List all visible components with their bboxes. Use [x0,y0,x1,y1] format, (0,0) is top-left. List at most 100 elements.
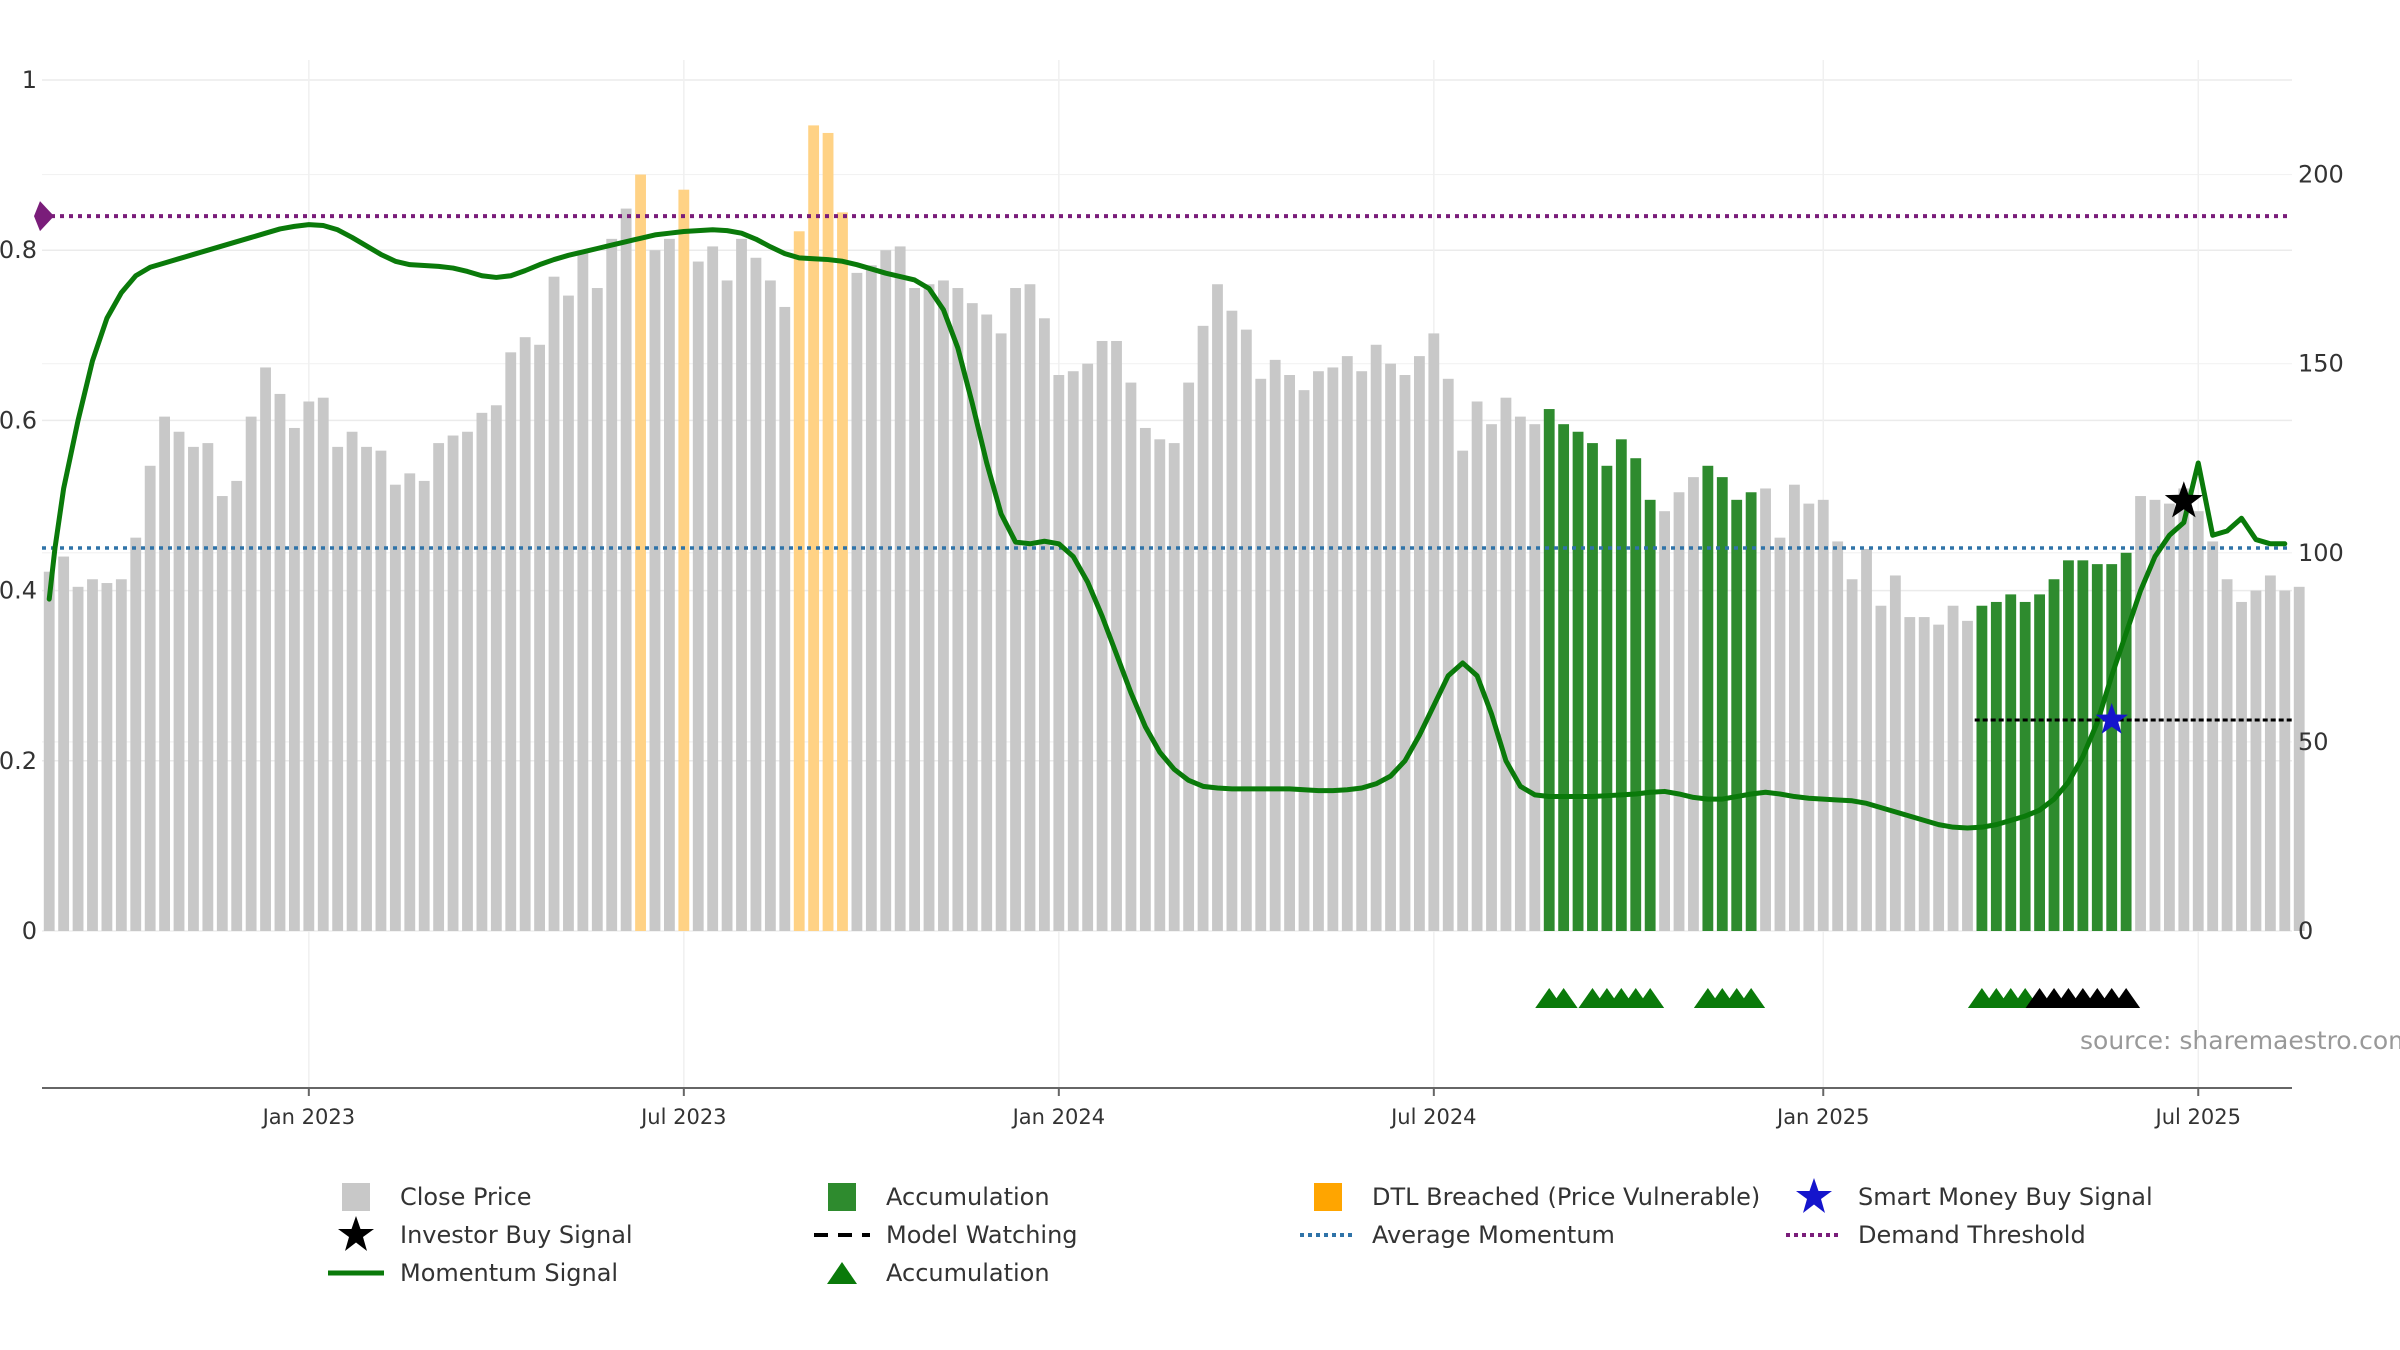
close-price-bar [591,288,603,931]
blue-star-icon [1782,1178,1846,1214]
close-price-bar [202,443,214,931]
dtl-breached-bar [808,125,820,932]
close-price-bar [1399,375,1411,932]
close-price-bar [2207,541,2219,931]
close-price-bar [1904,617,1916,931]
close-price-bar [692,261,704,932]
close-price-bar [851,272,863,932]
close-price-bar [462,431,473,931]
close-price-bar [288,427,300,931]
close-price-bar [649,250,661,931]
close-price-bar [1385,363,1396,932]
close-price-bar [1875,605,1887,931]
close-price-bar [1010,288,1021,931]
accumulation-bar [1543,409,1555,931]
x-axis-tick-label: Jul 2023 [639,1105,726,1129]
close-price-bar [1514,416,1526,931]
close-price-bar [1803,503,1815,931]
close-price-bar [1082,363,1094,932]
close-price-bar [1962,620,1973,931]
black-dash-icon [810,1218,874,1252]
close-price-bar [2192,511,2204,931]
dtl-breached-bar [822,132,834,931]
close-price-bar [894,246,906,931]
close-price-bar [332,446,344,931]
left-axis-tick-label: 0.6 [0,406,37,434]
accumulation-bar [1731,499,1743,931]
close-price-bar [433,443,445,931]
close-price-bar [2264,575,2276,931]
close-price-bar [750,257,762,932]
left-axis-tick-label: 1 [22,66,37,94]
accumulation-bar [2019,601,2031,931]
close-price-bar [43,571,55,931]
close-price-bar [1067,371,1079,932]
purple-dotted-icon [1782,1218,1846,1252]
right-axis-tick-label: 200 [2298,161,2344,189]
close-price-bar [1457,450,1469,931]
close-price-bar [1413,356,1425,931]
close-price-bar [779,306,791,931]
green-triangle-icon [810,1256,874,1290]
orange-square-icon [1296,1180,1360,1214]
close-price-bar [1096,340,1108,931]
legend-item-model-watching: Model Watching [810,1218,1078,1252]
left-axis-tick-label: 0.2 [0,747,37,775]
close-price-bar [389,484,401,931]
close-price-bar [1269,359,1281,932]
legend-label: Average Momentum [1372,1221,1615,1249]
close-price-bar [577,250,589,931]
close-price-bar [144,465,156,931]
close-price-bar [548,276,560,932]
close-price-bar [764,280,776,931]
close-price-bar [188,446,199,931]
close-price-bar [663,238,675,931]
legend-label: Demand Threshold [1858,1221,2086,1249]
legend-label: Model Watching [886,1221,1078,1249]
accumulation-triangle-black [2112,988,2141,1008]
close-price-bar [995,333,1007,931]
left-axis-tick-label: 0 [22,917,37,945]
close-price-bar [707,246,719,931]
close-price-bar [260,367,271,932]
right-axis-tick-label: 150 [2298,350,2344,378]
close-price-bar [216,496,228,931]
accumulation-bar [1976,605,1988,931]
accumulation-bar [1615,439,1627,931]
close-price-bar [938,280,949,931]
accumulation-bar [2048,579,2060,931]
legend-item-accumulation-marker: Accumulation [810,1256,1050,1290]
close-price-bar [1154,439,1166,931]
accumulation-bar [1716,477,1728,931]
close-price-bar [1284,375,1296,932]
close-price-bar [1125,382,1137,932]
x-axis-tick-label: Jul 2024 [1389,1105,1476,1129]
close-price-bar [880,250,892,931]
close-price-bar [1774,537,1786,931]
accumulation-bar [1745,492,1757,931]
accumulation-bar [2120,552,2132,931]
close-price-bar [490,405,502,931]
close-price-bar [2279,590,2291,931]
close-price-bar [476,412,488,931]
legend-item-smart-money-buy-signal: Smart Money Buy Signal [1782,1178,2153,1214]
black-star-icon [324,1216,388,1252]
close-price-bar [173,431,185,931]
x-axis-tick-label: Jan 2023 [261,1105,356,1129]
close-price-bar [1139,427,1151,931]
close-price-bar [1370,344,1382,931]
close-price-bar [1529,424,1541,931]
accumulation-bar [2106,564,2118,931]
close-price-bar [245,416,257,931]
gray-square-icon [324,1180,388,1214]
close-price-bar [1471,401,1483,931]
close-price-bar [418,480,430,931]
close-price-bar [1788,484,1800,931]
close-price-bar [2236,601,2247,931]
close-price-bar [1817,499,1829,931]
green-line-icon [324,1256,388,1290]
close-price-bar [1212,284,1223,931]
close-price-bar [1298,390,1310,931]
close-price-bar [1659,511,1671,931]
legend-item-dtl-breached: DTL Breached (Price Vulnerable) [1296,1180,1760,1214]
